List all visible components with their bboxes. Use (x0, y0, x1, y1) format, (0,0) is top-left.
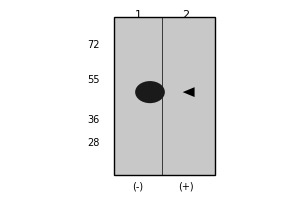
Text: 1: 1 (135, 10, 142, 20)
Text: 55: 55 (87, 75, 100, 85)
Bar (114, 17, 215, 175)
Text: 72: 72 (87, 40, 100, 50)
Text: (-): (-) (133, 182, 144, 192)
Text: 28: 28 (87, 138, 100, 148)
Text: 36: 36 (87, 115, 100, 125)
Ellipse shape (135, 81, 165, 103)
Text: (+): (+) (178, 182, 194, 192)
Text: 2: 2 (182, 10, 189, 20)
FancyArrow shape (183, 87, 195, 97)
